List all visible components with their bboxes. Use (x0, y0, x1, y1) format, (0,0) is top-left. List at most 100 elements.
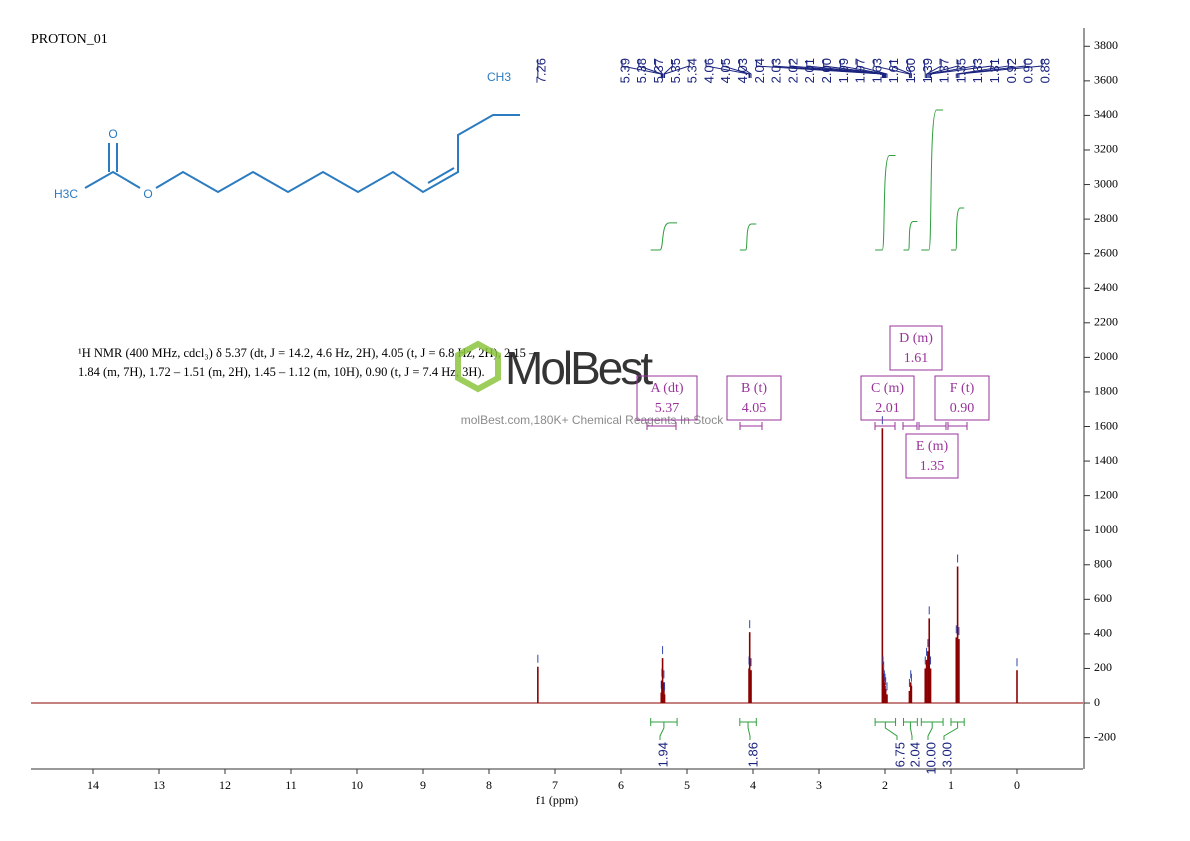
peak-pick-label: 4.06 (701, 58, 716, 83)
peak-pick-label: 4.05 (718, 58, 733, 83)
atom-label: H3C (54, 187, 78, 201)
peak-pick-connector (664, 60, 690, 78)
y-tick-label: 0 (1094, 695, 1100, 709)
x-axis-label: f1 (ppm) (536, 793, 578, 807)
molecule-labels: CH3 O H3C O (54, 70, 511, 201)
bond (427, 167, 455, 184)
y-tick-label: 2200 (1094, 315, 1118, 329)
x-tick-label: 13 (153, 778, 165, 792)
peak-pick-label: 5.39 (617, 58, 632, 83)
multiplet-name: A (dt) (650, 381, 683, 396)
x-tick-label: 5 (684, 778, 690, 792)
peak-pick-connector (928, 60, 976, 78)
integral-connector (884, 722, 898, 740)
integral-curve (921, 109, 944, 251)
multiplet-box (726, 375, 782, 421)
multiplet-box (889, 325, 943, 371)
integral-curve (875, 155, 896, 251)
peak-pick-label: 1.97 (853, 58, 868, 83)
x-tick-label: 7 (552, 778, 558, 792)
x-tick-label: 9 (420, 778, 426, 792)
peak-pick-label: 5.37 (651, 58, 666, 83)
multiplet-shift: 1.35 (920, 459, 945, 474)
peak-pick-label: 1.99 (836, 58, 851, 83)
y-tick-label: 3400 (1094, 107, 1118, 121)
peak-pick-label: 2.03 (769, 58, 784, 83)
peak-pick-connector (890, 60, 912, 78)
peak-pick-connector (823, 60, 886, 78)
peak-pick-connector (739, 60, 752, 78)
integral-connector (943, 722, 959, 740)
x-tick-label: 14 (87, 778, 99, 792)
nmr-description: ¹H NMR (400 MHz, cdcl₃) δ 5.37 (dt, J = … (78, 346, 536, 360)
peak-pick-label: 1.39 (920, 58, 935, 83)
peak-pick-label: 2.01 (802, 58, 817, 83)
peak-pick-connector (663, 60, 673, 78)
y-tick-label: -200 (1094, 729, 1116, 743)
peak-pick-label: 1.61 (886, 58, 901, 83)
integral-label: 1.94 (655, 742, 670, 767)
integral-connector (909, 722, 913, 740)
multiplet-shift: 4.05 (742, 401, 767, 416)
peak-pick-label: 1.63 (869, 58, 884, 83)
multiplet-name: D (m) (899, 331, 933, 346)
multiplet-shift: 5.37 (655, 401, 680, 416)
x-tick-label: 11 (285, 778, 297, 792)
integral-curve (951, 207, 965, 251)
peak-pick-connector (957, 60, 1026, 78)
peak-pick-connector (638, 60, 663, 78)
integral-label: 2.04 (907, 742, 922, 767)
y-tick-label: 400 (1094, 626, 1112, 640)
y-tick-label: 3000 (1094, 176, 1118, 190)
bond (84, 170, 141, 189)
y-tick-label: 3200 (1094, 142, 1118, 156)
multiplet-name: B (t) (741, 381, 767, 396)
peak-pick-connector (621, 60, 662, 78)
peak-pick-label: 2.02 (785, 58, 800, 83)
atom-label: O (108, 127, 117, 141)
multiplet-name: C (m) (871, 381, 904, 396)
y-tick-label: 600 (1094, 591, 1112, 605)
logo-icon (455, 340, 501, 393)
peak-pick-connector (927, 60, 959, 78)
multiplet-shift: 0.90 (950, 401, 975, 416)
x-tick-label: 6 (618, 778, 624, 792)
peak-pick-connector (705, 60, 750, 78)
y-tick-label: 1000 (1094, 522, 1118, 536)
watermark-text: molBest.com,180K+ Chemical Reagents In S… (461, 413, 724, 427)
peak-pick-connector (722, 60, 751, 78)
y-tick-label: 200 (1094, 660, 1112, 674)
integral-label: 10.00 (923, 742, 938, 775)
integral-curve (650, 222, 678, 251)
peak-pick-label: 7.26 (533, 58, 548, 83)
peak-pick-connector (907, 60, 912, 78)
peak-pick-connector (958, 60, 1043, 78)
multiplet-name: E (m) (916, 439, 949, 454)
y-tick-label: 2600 (1094, 245, 1118, 259)
peak-pick-label: 0.88 (1037, 58, 1052, 83)
y-tick-label: 2000 (1094, 349, 1118, 363)
x-tick-label: 12 (219, 778, 231, 792)
integral-label: 3.00 (939, 742, 954, 767)
peak-pick-connector (873, 60, 910, 78)
x-tick-label: 4 (750, 778, 756, 792)
nmr-description: 1.84 (m, 7H), 1.72 – 1.51 (m, 2H), 1.45 … (78, 365, 485, 379)
peak-pick-label: 5.34 (685, 58, 700, 83)
integral-label: 6.75 (892, 742, 907, 767)
peak-pick-connector (930, 60, 993, 78)
x-tick-label: 2 (882, 778, 888, 792)
multiplet-box (905, 433, 959, 479)
peak-pick-connector (955, 60, 1009, 78)
spectrum-title: PROTON_01 (31, 32, 108, 47)
watermark-logo: MolBest (505, 342, 653, 394)
molecule (84, 114, 520, 194)
multiplet-shift: 2.01 (875, 401, 900, 416)
integral-label: 1.86 (745, 742, 760, 767)
x-tick-label: 1 (948, 778, 954, 792)
peak-pick-connector (839, 60, 887, 78)
multiplet-box (636, 375, 698, 421)
multiplet-box (934, 375, 990, 421)
y-tick-label: 2400 (1094, 280, 1118, 294)
